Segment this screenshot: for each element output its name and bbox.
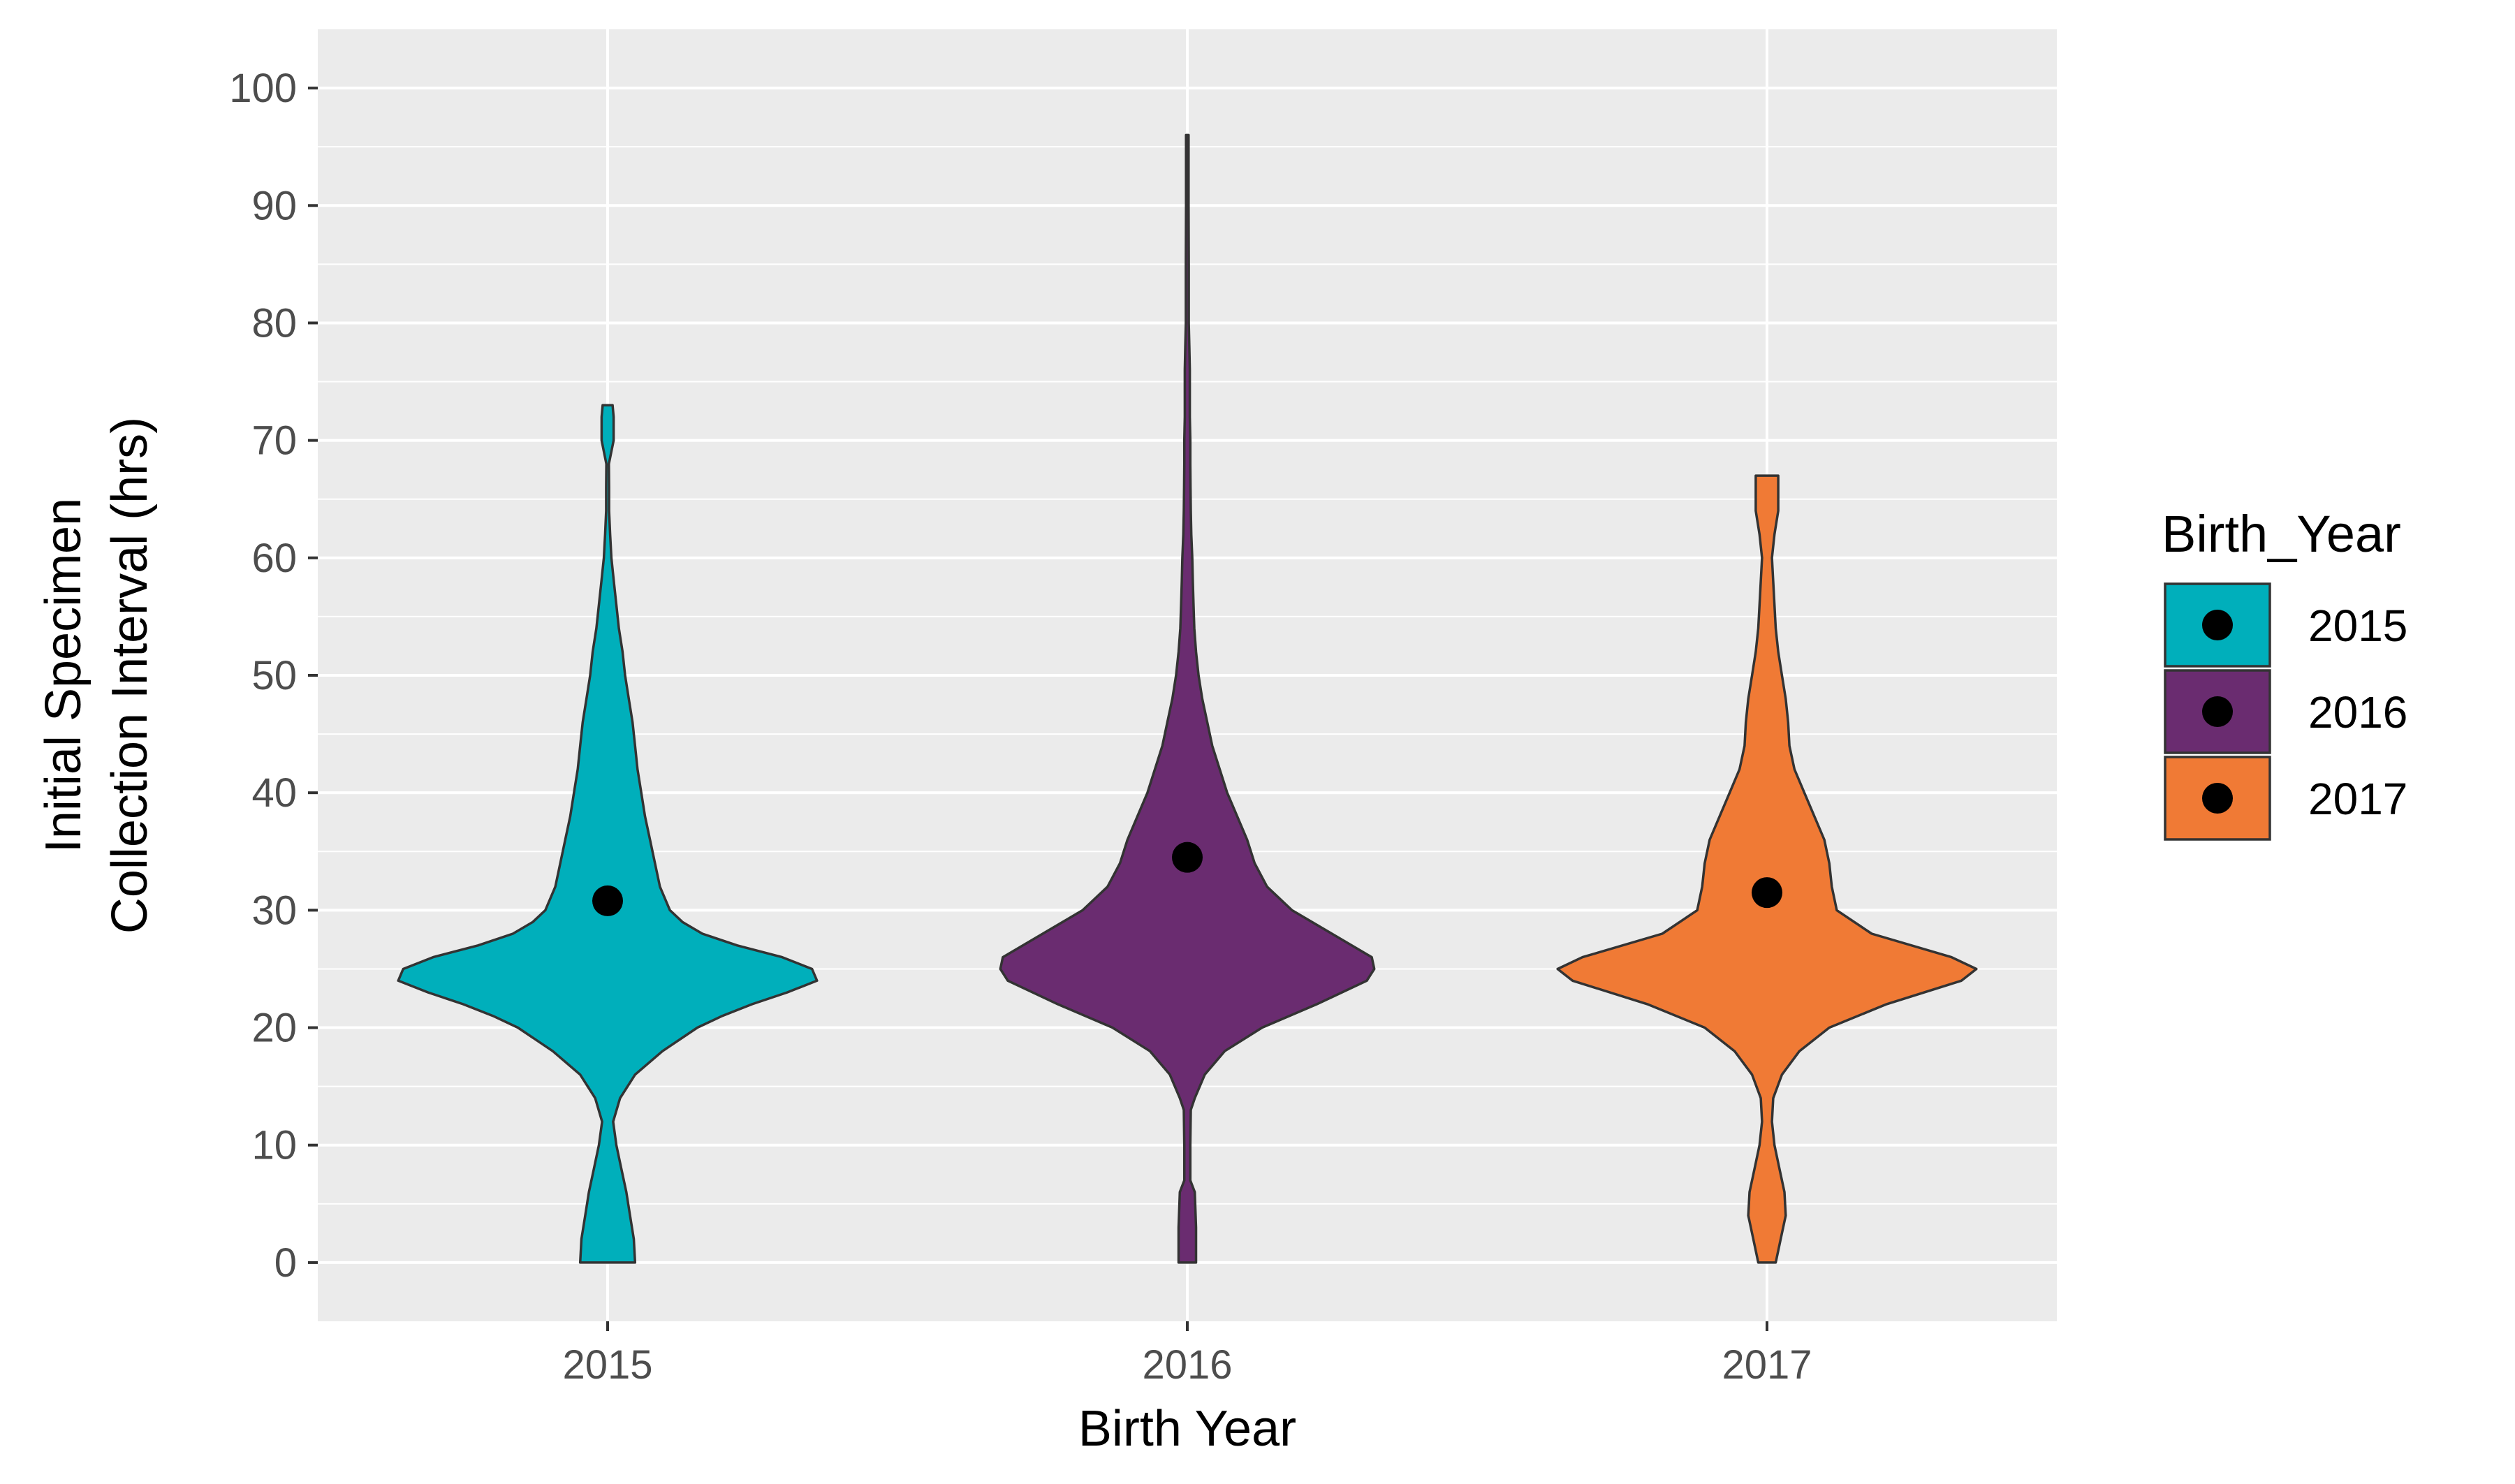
y-tick-label: 10 bbox=[251, 1123, 297, 1168]
legend-key-point-2015 bbox=[2202, 610, 2233, 640]
y-tick-label: 80 bbox=[251, 300, 297, 346]
y-tick-label: 90 bbox=[251, 183, 297, 228]
y-tick-label: 50 bbox=[251, 653, 297, 698]
legend-label-2015: 2015 bbox=[2308, 601, 2407, 651]
y-tick-label: 60 bbox=[251, 536, 297, 581]
y-axis-title: Initial Specimen Collection Interval (hr… bbox=[36, 417, 158, 934]
y-tick-label: 30 bbox=[251, 888, 297, 933]
violins bbox=[397, 133, 1978, 1264]
y-axis-title-line-1: Initial Specimen bbox=[36, 498, 91, 853]
y-tick-label: 70 bbox=[251, 418, 297, 464]
x-tick-label: 2015 bbox=[562, 1342, 652, 1388]
y-tick-label: 20 bbox=[251, 1006, 297, 1051]
y-tick-label: 40 bbox=[251, 770, 297, 816]
y-tick-label: 100 bbox=[229, 66, 297, 111]
y-axis-ticks: 0 10 20 30 40 50 60 70 80 90 100 bbox=[229, 66, 318, 1286]
legend-title: Birth_Year bbox=[2162, 505, 2401, 563]
y-axis-title-line-2: Collection Interval (hrs) bbox=[102, 417, 158, 934]
legend-items: 2015 2016 2017 bbox=[2164, 582, 2407, 841]
mean-point-2015 bbox=[592, 885, 623, 916]
violin-2017 bbox=[1556, 474, 1978, 1264]
violin-2016 bbox=[999, 133, 1376, 1264]
legend-key-point-2016 bbox=[2202, 696, 2233, 727]
mean-points bbox=[592, 842, 1782, 916]
mean-point-2017 bbox=[1752, 877, 1782, 909]
y-tick-label: 0 bbox=[274, 1240, 297, 1286]
mean-point-2016 bbox=[1172, 842, 1203, 873]
legend: Birth_Year 2015 2016 2017 bbox=[2162, 505, 2407, 841]
legend-label-2017: 2017 bbox=[2308, 774, 2407, 824]
legend-label-2016: 2016 bbox=[2308, 687, 2407, 737]
x-axis-ticks: 2015 2016 2017 bbox=[562, 1321, 1812, 1388]
x-tick-label: 2016 bbox=[1142, 1342, 1232, 1388]
legend-key-point-2017 bbox=[2202, 783, 2233, 814]
x-axis-title: Birth Year bbox=[1078, 1401, 1296, 1457]
violin-2015 bbox=[397, 404, 819, 1264]
x-tick-label: 2017 bbox=[1722, 1342, 1812, 1388]
